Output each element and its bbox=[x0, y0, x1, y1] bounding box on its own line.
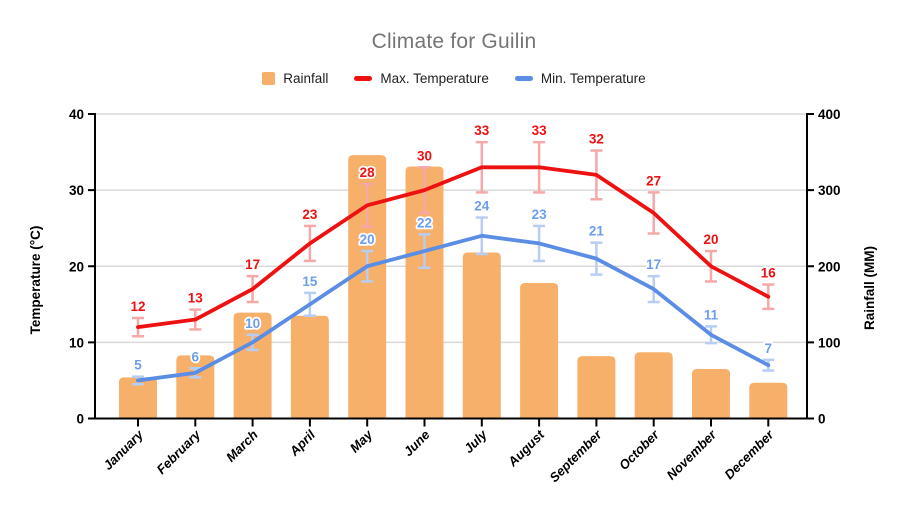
min-temperature-data-label: 22 bbox=[417, 215, 432, 230]
max-temperature-data-label: 17 bbox=[245, 257, 260, 272]
min-temperature-data-label: 11 bbox=[704, 307, 719, 322]
min-temperature-data-label: 24 bbox=[474, 199, 490, 214]
max-temperature-data-label: 27 bbox=[646, 173, 661, 188]
legend-label-rainfall: Rainfall bbox=[283, 71, 329, 86]
max-temperature-data-label: 16 bbox=[761, 266, 777, 281]
rainfall-bar bbox=[692, 369, 730, 419]
month-label: February bbox=[153, 426, 203, 476]
legend-item-max-temperature[interactable]: Max. Temperature bbox=[354, 71, 489, 86]
month-label: March bbox=[223, 427, 261, 465]
max-temperature-data-label: 20 bbox=[703, 232, 718, 247]
max-temperature-data-label: 13 bbox=[188, 291, 204, 306]
rainfall-bar bbox=[577, 356, 616, 419]
month-label: August bbox=[504, 427, 547, 470]
right-tick-label: 200 bbox=[818, 259, 841, 274]
rainfall-bar bbox=[348, 155, 387, 419]
legend-item-min-temperature[interactable]: Min. Temperature bbox=[514, 71, 646, 86]
right-tick-label: 100 bbox=[818, 335, 841, 350]
rainfall-bar bbox=[634, 352, 673, 419]
month-label: June bbox=[401, 427, 433, 459]
min-temperature-data-label: 17 bbox=[646, 257, 661, 272]
right-axis-title: Rainfall (MM) bbox=[862, 246, 877, 330]
min-temperature-data-label: 20 bbox=[360, 232, 375, 247]
rainfall-bar bbox=[176, 355, 215, 419]
max-temperature-swatch-icon bbox=[354, 76, 373, 81]
chart-title: Climate for Guilin bbox=[371, 30, 537, 53]
rainfall-bar bbox=[290, 315, 329, 419]
month-label: July bbox=[461, 426, 491, 456]
left-tick-label: 0 bbox=[76, 412, 84, 427]
month-label: April bbox=[286, 427, 319, 460]
month-label: September bbox=[546, 426, 605, 485]
min-temperature-data-label: 7 bbox=[765, 341, 773, 356]
right-tick-label: 400 bbox=[818, 107, 841, 122]
left-tick-label: 30 bbox=[69, 183, 84, 198]
rainfall-bar bbox=[749, 382, 788, 419]
left-tick-label: 40 bbox=[69, 107, 84, 122]
min-temperature-data-label: 6 bbox=[192, 349, 200, 364]
legend-item-rainfall[interactable]: Rainfall bbox=[262, 71, 328, 86]
left-axis-title: Temperature (°C) bbox=[28, 226, 43, 335]
month-label: October bbox=[616, 426, 663, 473]
rainfall-bar bbox=[462, 252, 501, 419]
month-label: November bbox=[664, 426, 720, 482]
legend-label-max-temperature: Max. Temperature bbox=[380, 71, 489, 86]
min-temperature-swatch-icon bbox=[514, 76, 533, 81]
chart-legend: Rainfall Max. Temperature Min. Temperatu… bbox=[0, 71, 908, 86]
max-temperature-data-label: 23 bbox=[302, 207, 318, 222]
min-temperature-data-label: 23 bbox=[532, 207, 548, 222]
min-temperature-data-label: 5 bbox=[134, 358, 142, 373]
legend-label-min-temperature: Min. Temperature bbox=[540, 71, 646, 86]
max-temperature-data-label: 30 bbox=[417, 148, 432, 163]
rainfall-bar bbox=[233, 312, 272, 419]
rainfall-bar bbox=[405, 166, 444, 419]
rainfall-swatch-icon bbox=[262, 72, 276, 85]
max-temperature-data-label: 28 bbox=[360, 165, 376, 180]
min-temperature-data-label: 15 bbox=[302, 274, 318, 289]
max-temperature-data-label: 12 bbox=[130, 299, 145, 314]
month-label: January bbox=[100, 426, 146, 472]
rainfall-bar bbox=[119, 377, 157, 419]
max-temperature-line bbox=[136, 165, 771, 330]
rainfall-bar bbox=[520, 282, 559, 419]
min-temperature-line bbox=[136, 233, 771, 383]
left-tick-label: 10 bbox=[69, 335, 84, 350]
max-temperature-data-label: 33 bbox=[474, 123, 490, 138]
min-temperature-data-label: 10 bbox=[245, 316, 260, 331]
max-temperature-data-label: 33 bbox=[532, 123, 548, 138]
right-tick-label: 0 bbox=[818, 412, 826, 427]
left-tick-label: 20 bbox=[69, 259, 84, 274]
min-temperature-data-label: 21 bbox=[589, 224, 605, 239]
month-label: May bbox=[347, 426, 376, 455]
right-tick-label: 300 bbox=[818, 183, 841, 198]
max-temperature-data-label: 32 bbox=[589, 132, 604, 147]
month-label: December bbox=[721, 426, 777, 482]
